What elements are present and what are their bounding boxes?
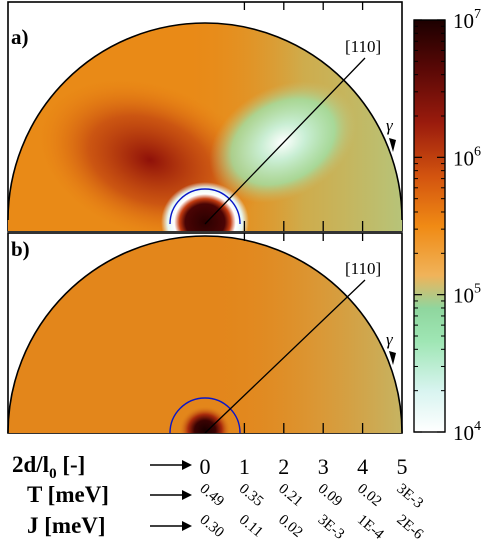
distance-value: 3 <box>318 454 329 479</box>
panel-a: [110] a) γ <box>7 1 403 232</box>
exchange-value: 0.30 <box>196 512 226 541</box>
panel-b-blue-circle <box>169 397 241 434</box>
axis-row-label-temperature: T [meV] <box>27 482 109 507</box>
panel-a-direction-label: [110] <box>345 37 381 56</box>
axis-row-label-exchange: J [meV] <box>27 513 106 538</box>
temperature-value: 3E-3 <box>393 481 426 512</box>
temperature-value: 0.02 <box>354 481 384 510</box>
row-arrow-exchange <box>150 521 192 531</box>
distance-label-sub: 0 <box>49 466 57 482</box>
panel-b-direction-label: [110] <box>345 259 381 278</box>
panel-a-blue-circle <box>169 188 241 225</box>
distance-value: 4 <box>357 454 368 479</box>
panel-b-origin-spot <box>179 406 231 433</box>
colorbar-tick-label: 107 <box>453 7 481 33</box>
colorbar-tick-label: 106 <box>453 144 481 170</box>
temperature-value: 0.21 <box>275 481 305 510</box>
panel-a-label: a) <box>11 25 29 49</box>
axis-row-label-distance: 2d/l0 [-] <box>12 452 85 482</box>
exchange-value: 3E-3 <box>315 512 348 543</box>
exchange-value: 0.11 <box>236 512 266 541</box>
panel-a-gamma-label: γ <box>386 116 394 135</box>
panel-b-gamma-label: γ <box>386 330 394 349</box>
axis-row-values: 0 1 2 3 4 50.49 0.35 0.21 0.09 0.02 3E-30.30 0.11 0.… <box>196 454 426 543</box>
distance-value: 1 <box>239 454 250 479</box>
panel-b: [110] b) γ <box>7 232 403 434</box>
distance-value: 5 <box>397 454 408 479</box>
distance-label-main: 2d/l <box>12 452 49 477</box>
row-arrow-temperature <box>150 490 192 500</box>
temperature-value: 0.09 <box>315 481 345 510</box>
colorbar-tick-label: 104 <box>453 419 481 445</box>
panel-a-green-region <box>209 81 357 203</box>
panel-b-semicircle-outline <box>7 235 403 434</box>
exchange-value: 0.02 <box>275 512 305 541</box>
panel-b-direction-line <box>204 279 366 434</box>
colorbar-tick-label: 105 <box>453 282 481 308</box>
panel-a-direction-line <box>204 57 366 225</box>
distance-value: 0 <box>200 454 211 479</box>
panel-a-gamma-arrow <box>389 138 396 152</box>
row-arrow-distance <box>150 460 192 470</box>
colorbar-gradient <box>413 19 446 433</box>
panel-a-ticks <box>243 2 364 231</box>
colorbar-ticks: 104 105 106 107 <box>414 7 481 445</box>
panel-b-gamma-arrow <box>389 351 396 365</box>
colorbar: 104 105 106 107 <box>413 7 481 445</box>
panel-b-label: b) <box>11 237 30 261</box>
temperature-value: 0.49 <box>196 481 226 510</box>
panel-a-semicircle-outline <box>7 22 403 221</box>
temperature-value: 0.35 <box>236 481 266 510</box>
exchange-value: 2E-6 <box>393 512 426 543</box>
distance-value: 2 <box>278 454 289 479</box>
panel-b-ticks <box>243 233 364 433</box>
distance-label-rest: [-] <box>57 452 86 477</box>
exchange-value: 1E-4 <box>354 512 387 543</box>
axis-labels: 2d/l0 [-] T [meV] J [meV] 0 1 2 3 4 50.49 0.35… <box>12 452 426 543</box>
